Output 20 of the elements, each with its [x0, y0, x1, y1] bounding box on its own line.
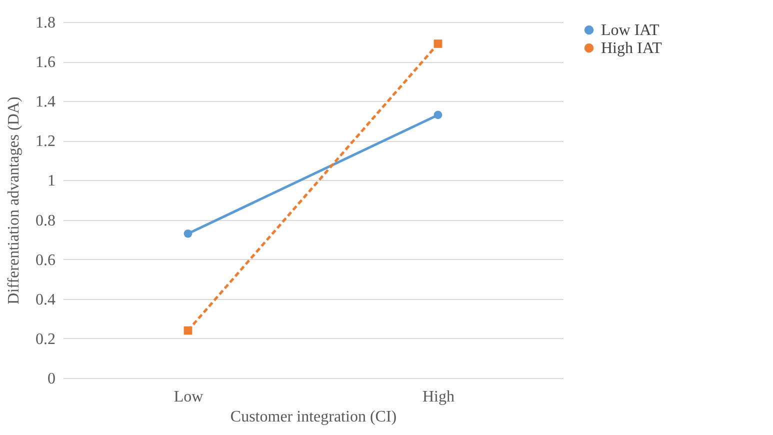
y-tick-label: 1 — [48, 172, 56, 190]
y-tick-label: 0.6 — [36, 252, 56, 269]
point — [184, 326, 192, 335]
point — [184, 229, 192, 238]
y-tick-label: 1.6 — [36, 54, 56, 72]
y-tick-label: 0.2 — [36, 330, 56, 348]
legend-label: High IAT — [601, 40, 662, 57]
y-tick-label: 0.4 — [36, 291, 56, 308]
y-tick-label: 0 — [48, 370, 56, 388]
y-tick-label: 1.8 — [36, 14, 56, 32]
point — [434, 110, 442, 120]
x-axis-title: Customer integration (CI) — [230, 408, 397, 426]
y-axis-title: Differentiation advantages (DA) — [6, 96, 22, 304]
x-tick-label: Low — [174, 388, 204, 406]
y-tick-label: 0.8 — [36, 212, 56, 230]
legend-label: Low IAT — [601, 22, 660, 39]
y-tick-label: 1.2 — [36, 133, 56, 150]
y-tick-label: 1.4 — [36, 94, 56, 111]
x-tick-label: High — [422, 388, 454, 406]
point — [434, 40, 442, 48]
